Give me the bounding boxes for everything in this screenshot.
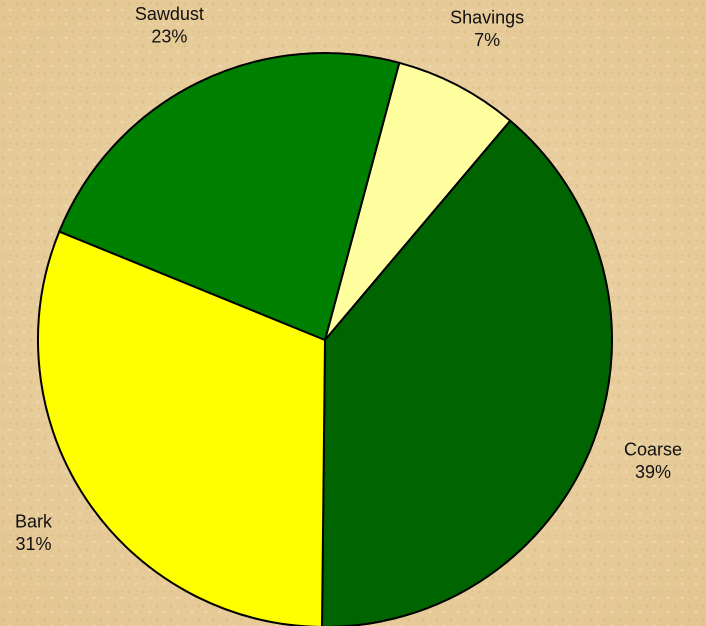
pie-slice — [321, 119, 613, 626]
slice-label: Bark 31% — [15, 511, 53, 554]
slice-name: Shavings — [450, 8, 524, 28]
slice-name: Coarse — [624, 440, 682, 460]
slice-value-label: 31% — [15, 534, 51, 554]
slice-label: Sawdust 23% — [135, 4, 204, 47]
slice-value-label: 39% — [635, 462, 671, 482]
slice-label: Coarse 39% — [624, 440, 682, 483]
pie-slice — [58, 52, 401, 341]
slice-label: Shavings 7% — [450, 8, 524, 51]
slice-name: Bark — [15, 511, 53, 531]
slice-name: Sawdust — [135, 4, 204, 24]
pie-slice — [324, 61, 512, 341]
slice-value-label: 7% — [474, 30, 500, 50]
pie-slice — [37, 230, 326, 626]
labels: Shavings 7% Coarse 39% Bark 31% Sawdust 23% — [15, 4, 682, 554]
slice-value-label: 23% — [151, 27, 187, 47]
pie — [37, 52, 613, 626]
